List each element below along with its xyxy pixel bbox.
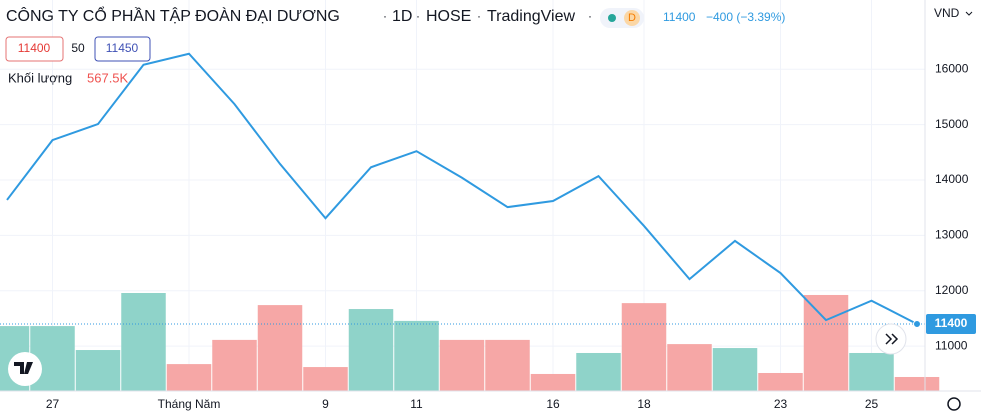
- scroll-icon: [885, 333, 899, 345]
- volume-bar: [121, 293, 166, 391]
- x-tick-label: 16: [546, 397, 560, 411]
- volume-bar: [530, 373, 576, 391]
- volume-bar: [212, 339, 257, 391]
- input-low: 11400: [18, 41, 51, 55]
- badge-bg: [624, 10, 640, 26]
- interval: 1D: [392, 8, 412, 25]
- volume-bar: [257, 305, 303, 391]
- x-tick-label: 23: [774, 397, 788, 411]
- volume-bar: [439, 339, 485, 391]
- settings-icon[interactable]: [947, 397, 961, 411]
- volume-bar: [803, 294, 849, 391]
- sep: ·: [416, 9, 420, 23]
- symbol-title: CÔNG TY CỔ PHẦN TẬP ĐOÀN ĐẠI DƯƠNG: [6, 6, 340, 25]
- volume-bar: [576, 352, 621, 391]
- x-tick-label: 11: [410, 397, 423, 411]
- price-tag-label: 11400: [935, 316, 968, 330]
- last-price: 11400: [663, 10, 696, 24]
- volume-bar: [166, 364, 212, 391]
- input-step: 50: [71, 41, 85, 55]
- x-tick-label: 25: [865, 397, 879, 411]
- x-tick-label: 27: [46, 397, 60, 411]
- price-line: [6, 52, 918, 325]
- price-tag: [926, 313, 976, 334]
- y-tick-label: 16000: [935, 61, 969, 75]
- x-tick-label: 18: [637, 397, 651, 411]
- y-tick-label: 11000: [935, 338, 968, 352]
- x-tick-label: Tháng Năm: [158, 397, 221, 411]
- sep: ·: [477, 9, 481, 23]
- y-tick-label: 13000: [935, 228, 969, 242]
- source: TradingView: [487, 8, 575, 25]
- volume-bar: [894, 376, 940, 391]
- y-tick-label: 12000: [935, 283, 969, 297]
- volume-bar: [667, 344, 712, 391]
- logo: [14, 362, 33, 374]
- volume-bar: [348, 309, 394, 391]
- x-tick-label: 9: [322, 397, 329, 411]
- sep: ·: [588, 9, 592, 23]
- sep: ·: [383, 9, 387, 23]
- volume-label: Khối lượng: [8, 70, 72, 85]
- currency[interactable]: VND: [934, 6, 960, 20]
- volume-bar: [849, 352, 894, 391]
- volume-bar: [394, 320, 439, 391]
- dropdown-icon: [965, 11, 973, 16]
- y-tick-label: 15000: [935, 117, 969, 131]
- volume: [0, 293, 940, 391]
- price: [0, 52, 925, 328]
- volume-value: 567.5K: [87, 70, 129, 85]
- change: −400 (−3.39%): [706, 10, 785, 24]
- volume-bar: [712, 348, 758, 391]
- input-high: 11450: [106, 41, 139, 55]
- volume-bar: [758, 372, 803, 391]
- input-box[interactable]: [5, 36, 64, 62]
- input-box[interactable]: [94, 36, 151, 62]
- volume-bar: [303, 367, 348, 391]
- exchange: HOSE: [426, 8, 471, 25]
- logo-bg: [8, 352, 42, 386]
- badge: D: [628, 12, 636, 24]
- volume-bar: [485, 339, 530, 391]
- volume-bar: [75, 350, 121, 391]
- volume-bar: [621, 303, 667, 391]
- y-tick-label: 14000: [935, 172, 969, 186]
- status-dot: [608, 14, 616, 22]
- last-point: [913, 319, 921, 328]
